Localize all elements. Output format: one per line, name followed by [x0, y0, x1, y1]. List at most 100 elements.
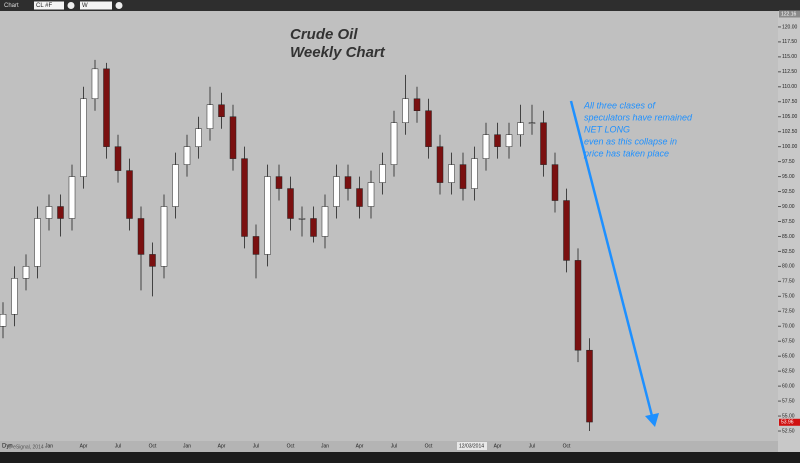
y-tick-label: 80.00	[782, 264, 795, 270]
candle-body	[563, 200, 570, 261]
y-tick-label: 110.00	[782, 84, 797, 90]
y-tick-label: 85.00	[782, 234, 795, 240]
candle-body	[321, 206, 329, 237]
symbol-box[interactable]	[34, 1, 64, 10]
candle-body	[448, 164, 455, 183]
annotation: All three clases of	[583, 100, 657, 110]
candle-body	[206, 104, 214, 129]
candle-body	[0, 314, 7, 327]
annotation: price has taken place	[583, 148, 669, 158]
price-marker-label: 53.96	[781, 420, 794, 426]
x-tick-label: Apr	[80, 443, 88, 449]
y-tick-label: 52.50	[782, 428, 795, 434]
candle-body	[586, 349, 593, 423]
interval[interactable]: W	[82, 3, 88, 9]
y-tick-label: 107.50	[782, 99, 798, 105]
y-tick-label: 75.00	[782, 294, 795, 300]
candle-body	[103, 68, 110, 147]
x-tick-label: Jul	[529, 443, 535, 449]
candle-body	[459, 164, 467, 189]
y-tick-label: 112.50	[782, 69, 797, 75]
candle-body	[287, 188, 294, 219]
candle-body	[310, 218, 317, 237]
candle-body	[34, 218, 41, 267]
candle-body	[160, 206, 168, 267]
candle-body	[344, 176, 352, 189]
candle-body	[402, 98, 409, 123]
candle-body	[275, 176, 283, 189]
x-axis-panel	[0, 441, 778, 452]
y-tick-label: 117.50	[782, 39, 797, 45]
x-tick-label: Jul	[391, 443, 397, 449]
x-tick-label: Oct	[149, 443, 157, 449]
x-tick-label: Oct	[425, 443, 433, 449]
candle-body	[425, 110, 432, 147]
candle-body	[114, 146, 122, 171]
x-tick-label: Jan	[321, 443, 329, 449]
candle-body	[11, 278, 18, 315]
symbol[interactable]: CL #F	[36, 3, 52, 9]
candle-body	[80, 98, 87, 177]
x-tick-label: Jul	[253, 443, 259, 449]
candle-body	[379, 164, 386, 183]
candle-body	[333, 176, 340, 207]
candle-body	[367, 182, 375, 207]
crosshair-date: 12/03/2014	[459, 443, 484, 449]
y-tick-label: 72.50	[782, 309, 795, 315]
y-axis-panel	[778, 11, 800, 452]
annotation: even as this collapse in	[584, 136, 677, 146]
y-tick-label: 95.00	[782, 174, 795, 180]
candle-body	[22, 266, 30, 279]
y-tick-label: 92.50	[782, 189, 795, 195]
y-tick-label: 97.50	[782, 159, 795, 165]
x-tick-label: Apr	[356, 443, 364, 449]
candle-body	[218, 104, 225, 117]
y-tick-label: 65.00	[782, 354, 795, 360]
candle-body	[68, 176, 76, 219]
status-bar	[0, 452, 800, 463]
credit: © eSignal, 2014	[8, 443, 44, 450]
candle-body	[436, 146, 444, 183]
y-tick-label: 77.50	[782, 279, 795, 285]
link-button[interactable]	[67, 2, 75, 9]
candle-body	[183, 146, 191, 165]
x-tick-label: Jul	[115, 443, 121, 449]
plot-background	[0, 11, 800, 452]
candle-body	[494, 134, 501, 147]
interval-box[interactable]	[80, 1, 112, 10]
candle-body	[229, 116, 237, 159]
y-tick-label: 105.00	[782, 114, 798, 120]
arrow-head	[645, 413, 659, 427]
price-marker-label: 122.16	[781, 11, 797, 17]
candle-body	[137, 218, 145, 255]
candle-body	[172, 164, 179, 207]
candle-body	[91, 68, 99, 100]
candle-body	[528, 122, 536, 124]
candle-body	[241, 158, 248, 237]
y-tick-label: 82.50	[782, 249, 795, 255]
y-tick-label: 60.00	[782, 383, 795, 389]
price-marker	[779, 418, 800, 426]
refresh-button[interactable]	[115, 2, 123, 9]
y-tick-label: 120.00	[782, 24, 798, 30]
candle-body	[471, 158, 478, 189]
y-tick-label: 62.50	[782, 368, 795, 374]
candle-body	[149, 254, 156, 267]
candle-body	[45, 206, 53, 219]
arrow-shaft	[569, 100, 654, 417]
x-tick-label: Oct	[287, 443, 295, 449]
y-tick-label: 87.50	[782, 219, 795, 225]
toolbar	[0, 0, 800, 11]
x-tick-label: Oct	[563, 443, 571, 449]
mode[interactable]: Dyn	[2, 444, 13, 450]
x-tick-label: Jan	[45, 443, 53, 449]
candle-body	[517, 122, 524, 135]
chart-subtitle: Weekly Chart	[290, 44, 386, 61]
chart-title: Crude Oil	[290, 26, 358, 43]
candle-body	[390, 122, 398, 165]
crosshair-date-box	[457, 442, 487, 450]
candle-body	[482, 134, 490, 159]
candle-body	[551, 164, 559, 201]
y-tick-label: 67.50	[782, 339, 795, 345]
